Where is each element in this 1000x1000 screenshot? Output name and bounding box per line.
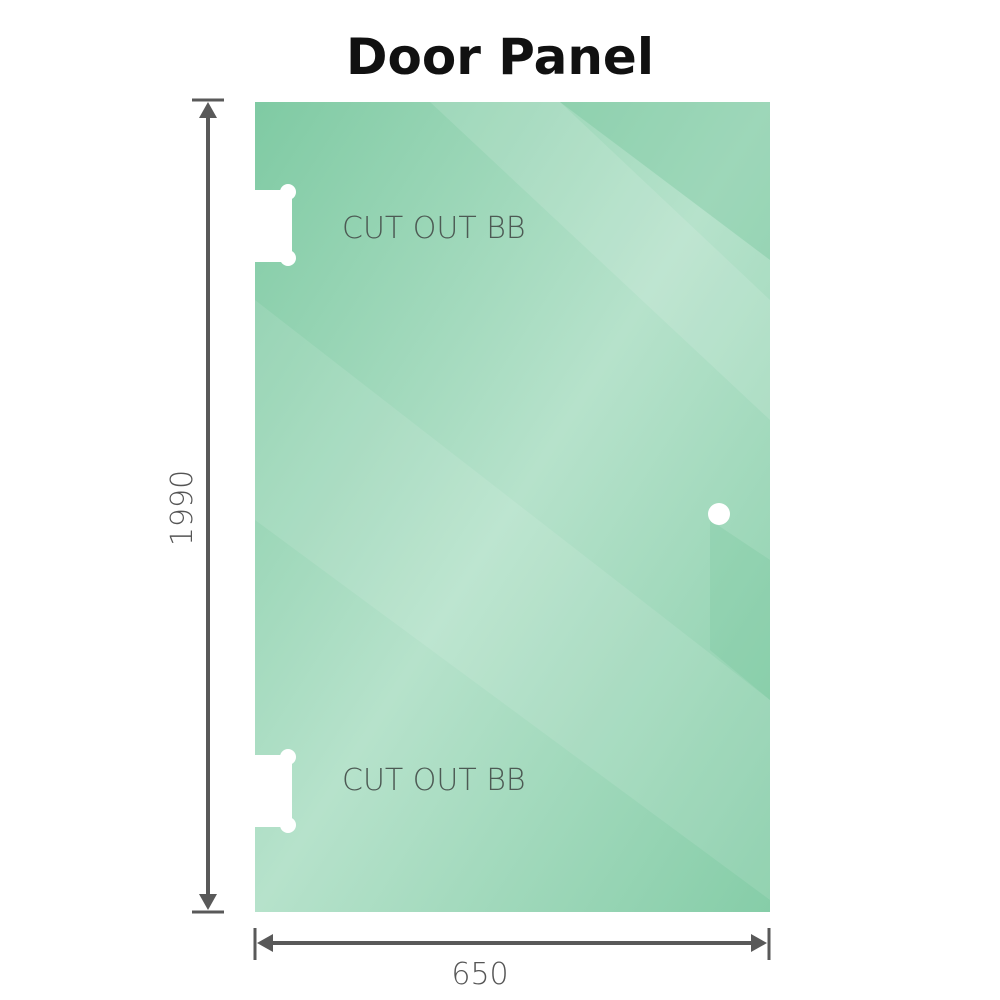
- arrow-down-icon: [199, 894, 217, 910]
- arrow-left-icon: [257, 934, 273, 952]
- cutout-label-bottom: CUT OUT BB: [342, 763, 526, 798]
- glass-panel: [255, 102, 770, 912]
- cutout-bottom: [254, 749, 296, 833]
- glass-reflection: [255, 300, 770, 900]
- height-label: 1990: [165, 470, 200, 546]
- arrow-up-icon: [199, 102, 217, 118]
- glass-shade: [710, 520, 770, 700]
- cutout-top: [254, 184, 296, 266]
- width-label: 650: [451, 957, 508, 992]
- width-dimension-line: [253, 928, 771, 960]
- height-dimension-line: [192, 98, 224, 914]
- glass-reflection: [430, 102, 770, 420]
- glass-shade: [560, 102, 770, 260]
- arrow-right-icon: [751, 934, 767, 952]
- cutout-label-top: CUT OUT BB: [342, 211, 526, 246]
- handle-hole: [708, 503, 730, 525]
- diagram-title: Door Panel: [346, 28, 654, 86]
